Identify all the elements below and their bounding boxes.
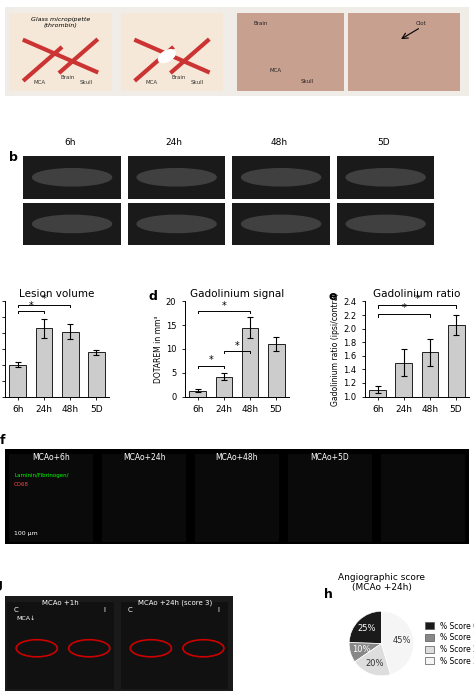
Text: 48h: 48h: [270, 138, 287, 147]
Text: *: *: [401, 303, 406, 313]
Text: 10%: 10%: [352, 645, 371, 654]
Circle shape: [137, 169, 216, 186]
Text: MCAo+48h: MCAo+48h: [216, 452, 258, 461]
Wedge shape: [355, 644, 391, 676]
Text: 25%: 25%: [357, 624, 376, 633]
Bar: [421, 352, 438, 464]
Text: 100 μm: 100 μm: [14, 531, 38, 536]
Circle shape: [242, 169, 320, 186]
Text: d: d: [148, 290, 157, 303]
Bar: [369, 389, 386, 464]
Bar: [62, 332, 79, 396]
FancyBboxPatch shape: [381, 454, 465, 542]
FancyBboxPatch shape: [195, 454, 279, 542]
Circle shape: [242, 215, 320, 232]
Text: b: b: [9, 151, 18, 164]
Text: MCAo+24h: MCAo+24h: [123, 452, 165, 461]
Circle shape: [346, 215, 425, 232]
Text: MCAo +1h: MCAo +1h: [42, 600, 79, 606]
Text: *: *: [415, 294, 419, 304]
Title: Gadolinium ratio: Gadolinium ratio: [373, 290, 461, 299]
Text: C: C: [14, 607, 18, 614]
Text: 5D: 5D: [377, 138, 390, 147]
Bar: [268, 344, 284, 396]
Bar: [242, 327, 258, 396]
FancyBboxPatch shape: [102, 454, 186, 542]
FancyBboxPatch shape: [288, 454, 372, 542]
Text: Glass micropipette
(thrombin): Glass micropipette (thrombin): [31, 17, 90, 28]
Text: Brain: Brain: [172, 75, 186, 80]
Circle shape: [33, 169, 111, 186]
Text: I: I: [217, 607, 219, 614]
Text: MCA: MCA: [34, 80, 46, 85]
FancyBboxPatch shape: [23, 156, 121, 198]
Text: Brain: Brain: [61, 75, 75, 80]
FancyBboxPatch shape: [128, 156, 226, 198]
Text: e: e: [328, 290, 337, 303]
Text: 45%: 45%: [393, 636, 411, 645]
Bar: [447, 325, 465, 464]
Ellipse shape: [158, 50, 175, 63]
Y-axis label: DOTAREM in mm³: DOTAREM in mm³: [154, 315, 163, 383]
Text: Skull: Skull: [301, 80, 314, 84]
FancyBboxPatch shape: [121, 602, 228, 689]
Title: Gadolinium signal: Gadolinium signal: [190, 290, 284, 299]
Text: Skull: Skull: [80, 80, 92, 85]
Bar: [9, 365, 27, 396]
Text: g: g: [0, 578, 2, 591]
Circle shape: [137, 215, 216, 232]
Bar: [88, 352, 105, 396]
Text: C: C: [128, 607, 133, 614]
Wedge shape: [382, 611, 414, 674]
Wedge shape: [349, 643, 382, 662]
Text: MCAo+6h: MCAo+6h: [32, 452, 70, 461]
Text: *: *: [235, 341, 239, 351]
Text: Skull: Skull: [191, 80, 204, 85]
Text: CO68: CO68: [14, 482, 29, 487]
Y-axis label: Gadolinium ratio (ipsi/contra): Gadolinium ratio (ipsi/contra): [331, 292, 340, 406]
Text: f: f: [0, 434, 6, 447]
Bar: [216, 376, 232, 396]
FancyBboxPatch shape: [337, 202, 434, 245]
Text: Laminin/Fibrinogen/: Laminin/Fibrinogen/: [14, 473, 69, 477]
Text: h: h: [324, 588, 333, 602]
Text: MCA: MCA: [269, 68, 281, 73]
FancyBboxPatch shape: [232, 202, 330, 245]
Text: *: *: [28, 301, 33, 311]
Text: a: a: [9, 14, 18, 27]
FancyBboxPatch shape: [23, 202, 121, 245]
Legend: % Score 0, % Score 1, % Score 2, % Score 3: % Score 0, % Score 1, % Score 2, % Score…: [425, 621, 474, 665]
FancyBboxPatch shape: [232, 156, 330, 198]
Text: *: *: [42, 294, 46, 304]
Text: 6h: 6h: [64, 138, 75, 147]
Text: MCAo+5D: MCAo+5D: [310, 452, 349, 461]
Text: *: *: [209, 355, 213, 365]
Title: Lesion volume: Lesion volume: [19, 290, 95, 299]
Circle shape: [346, 169, 425, 186]
FancyBboxPatch shape: [7, 602, 114, 689]
Text: Brain: Brain: [253, 21, 267, 26]
Wedge shape: [349, 611, 382, 644]
Text: 24h: 24h: [166, 138, 183, 147]
FancyBboxPatch shape: [9, 454, 93, 542]
Text: I: I: [103, 607, 105, 614]
Text: MCA↓: MCA↓: [16, 616, 36, 621]
FancyBboxPatch shape: [128, 202, 226, 245]
Circle shape: [33, 215, 111, 232]
FancyBboxPatch shape: [337, 156, 434, 198]
Bar: [395, 362, 412, 464]
Bar: [36, 329, 53, 396]
Text: 20%: 20%: [365, 659, 383, 668]
Title: Angiographic score
(MCAo +24h): Angiographic score (MCAo +24h): [338, 573, 425, 593]
Text: MCA: MCA: [146, 80, 157, 85]
Bar: [190, 391, 206, 396]
Text: *: *: [222, 301, 227, 311]
Text: Clot: Clot: [415, 21, 426, 26]
Text: MCAo +24h (score 3): MCAo +24h (score 3): [138, 600, 212, 607]
